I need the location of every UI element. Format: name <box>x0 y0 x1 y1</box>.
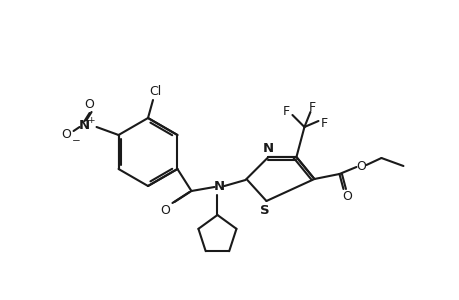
Text: +: + <box>87 116 94 124</box>
Text: O: O <box>160 203 170 217</box>
Text: F: F <box>320 116 327 130</box>
Text: O: O <box>62 128 71 140</box>
Text: Cl: Cl <box>149 85 161 98</box>
Text: F: F <box>282 104 289 118</box>
Text: F: F <box>308 100 315 113</box>
Text: S: S <box>259 203 269 217</box>
Text: N: N <box>213 181 224 194</box>
Text: O: O <box>342 190 352 202</box>
Text: −: − <box>72 136 81 146</box>
Text: N: N <box>79 118 90 131</box>
Text: O: O <box>84 98 94 110</box>
Text: N: N <box>262 142 274 154</box>
Text: O: O <box>356 160 365 172</box>
